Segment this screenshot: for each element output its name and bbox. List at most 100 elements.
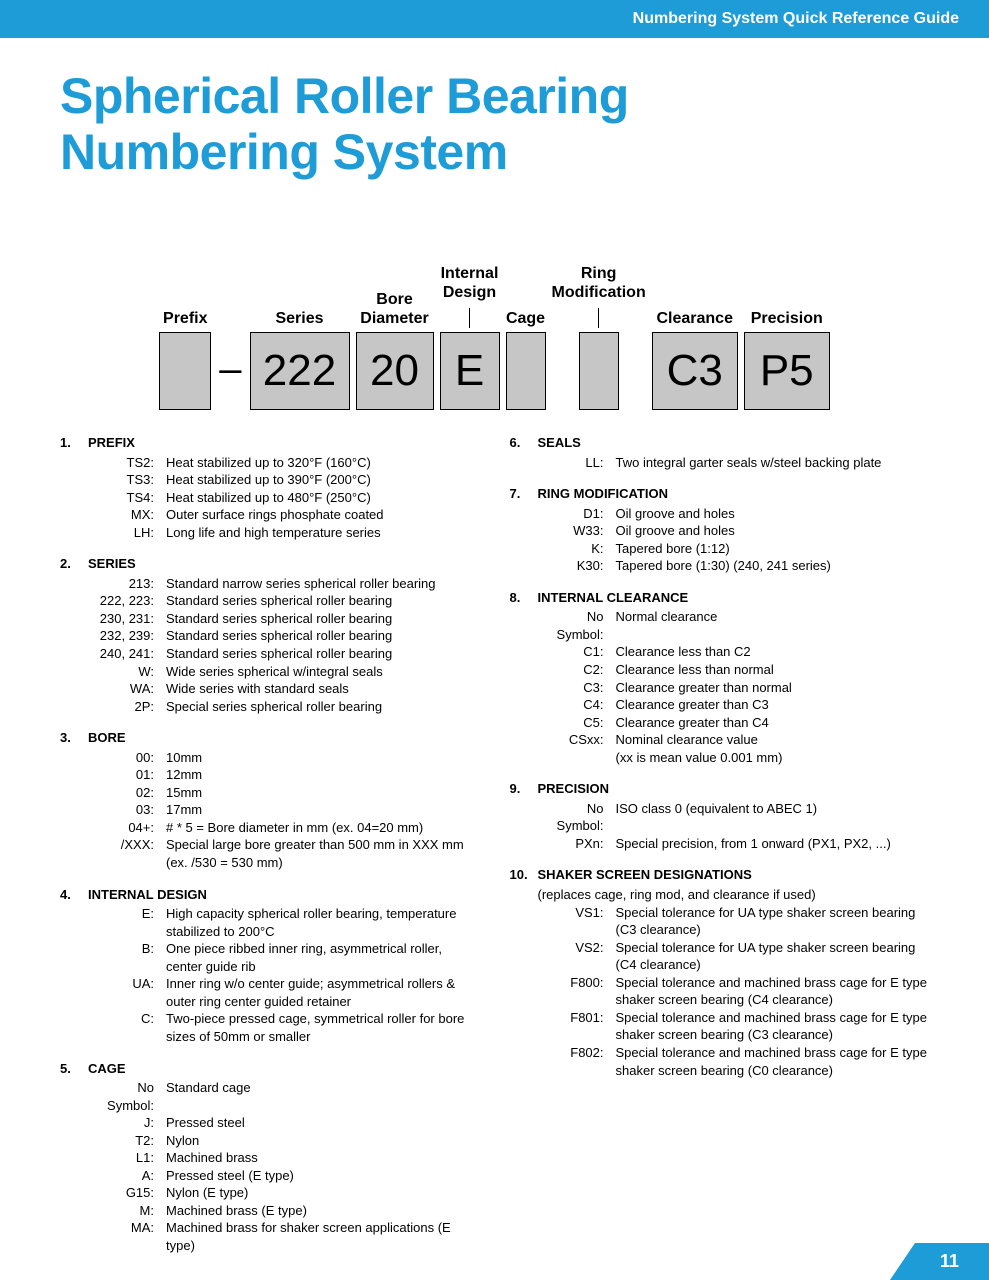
definition-row: W:Wide series spherical w/integral seals xyxy=(88,663,480,681)
definition-row: 2P:Special series spherical roller beari… xyxy=(88,698,480,716)
definition-desc: Clearance less than C2 xyxy=(616,643,930,661)
definition-row: W33:Oil groove and holes xyxy=(538,522,930,540)
definition-code: 222, 223: xyxy=(88,592,166,610)
slot-label: RingModification xyxy=(552,230,646,306)
slot-box: 222 xyxy=(250,332,350,410)
definition-code: 213: xyxy=(88,575,166,593)
definition-row: 00:10mm xyxy=(88,749,480,767)
definition-desc: 15mm xyxy=(166,784,480,802)
definition-desc: Long life and high temperature series xyxy=(166,524,480,542)
slot-box: C3 xyxy=(652,332,738,410)
definition-code: LL: xyxy=(538,454,616,472)
slot-box: E xyxy=(440,332,500,410)
slot-box: 20 xyxy=(356,332,434,410)
definition-desc: Standard series spherical roller bearing xyxy=(166,592,480,610)
numbering-diagram: Prefix–Series222BoreDiameter20InternalDe… xyxy=(0,190,989,420)
definition-desc: Special tolerance and machined brass cag… xyxy=(616,1009,930,1044)
diagram-slot: BoreDiameter20 xyxy=(356,290,434,410)
definition-desc: Oil groove and holes xyxy=(616,522,930,540)
definition-desc: Nylon (E type) xyxy=(166,1184,480,1202)
section-body: TS2:Heat stabilized up to 320°F (160°C)T… xyxy=(60,454,480,542)
definition-code: No Symbol: xyxy=(88,1079,166,1114)
definition-code: W: xyxy=(88,663,166,681)
connector-line xyxy=(598,308,600,328)
definition-row: No Symbol:ISO class 0 (equivalent to ABE… xyxy=(538,800,930,835)
definition-row: TS4:Heat stabilized up to 480°F (250°C) xyxy=(88,489,480,507)
definition-desc: Tapered bore (1:12) xyxy=(616,540,930,558)
definition-row: 230, 231:Standard series spherical rolle… xyxy=(88,610,480,628)
definition-code: D1: xyxy=(538,505,616,523)
section-number: 1. xyxy=(60,434,88,452)
definition-code: UA: xyxy=(88,975,166,1010)
definition-desc: Pressed steel (E type) xyxy=(166,1167,480,1185)
slot-box: P5 xyxy=(744,332,830,410)
definition-code: C5: xyxy=(538,714,616,732)
definition-row: LL:Two integral garter seals w/steel bac… xyxy=(538,454,930,472)
definition-row: T2:Nylon xyxy=(88,1132,480,1150)
definition-desc: Heat stabilized up to 390°F (200°C) xyxy=(166,471,480,489)
definition-row: C4:Clearance greater than C3 xyxy=(538,696,930,714)
diagram-slot: PrecisionP5 xyxy=(744,290,830,410)
definition-desc: Outer surface rings phosphate coated xyxy=(166,506,480,524)
definition-section: 7.RING MODIFICATION D1:Oil groove and hol… xyxy=(510,485,930,575)
definition-code: E: xyxy=(88,905,166,940)
slot-label: Clearance xyxy=(656,290,733,332)
definition-code: L1: xyxy=(88,1149,166,1167)
section-heading: 3.BORE xyxy=(60,729,480,747)
section-heading: 7.RING MODIFICATION xyxy=(510,485,930,503)
definition-row: J:Pressed steel xyxy=(88,1114,480,1132)
definition-code: 230, 231: xyxy=(88,610,166,628)
definition-desc: Special tolerance for UA type shaker scr… xyxy=(616,904,930,939)
section-body: No Symbol:ISO class 0 (equivalent to ABE… xyxy=(510,800,930,853)
definition-desc: 17mm xyxy=(166,801,480,819)
definition-desc: Oil groove and holes xyxy=(616,505,930,523)
definition-code: 00: xyxy=(88,749,166,767)
section-number: 3. xyxy=(60,729,88,747)
definition-desc: Nylon xyxy=(166,1132,480,1150)
header-bar: Numbering System Quick Reference Guide xyxy=(0,0,989,38)
section-note: (replaces cage, ring mod, and clearance … xyxy=(510,886,930,904)
definition-row: 240, 241:Standard series spherical rolle… xyxy=(88,645,480,663)
definition-desc: Special tolerance and machined brass cag… xyxy=(616,1044,930,1079)
definition-section: 4.INTERNAL DESIGNE:High capacity spheric… xyxy=(60,886,480,1046)
right-column: 6.SEALSLL:Two integral garter seals w/st… xyxy=(510,434,930,1269)
definition-code: C1: xyxy=(538,643,616,661)
definition-code: F801: xyxy=(538,1009,616,1044)
definition-code: F802: xyxy=(538,1044,616,1079)
definition-code: MX: xyxy=(88,506,166,524)
left-column: 1.PREFIX TS2:Heat stabilized up to 320°F … xyxy=(60,434,480,1269)
definition-code: C2: xyxy=(538,661,616,679)
definition-code: C: xyxy=(88,1010,166,1045)
section-heading: 5.CAGE xyxy=(60,1060,480,1078)
definition-code: F800: xyxy=(538,974,616,1009)
definition-desc: Machined brass for shaker screen applica… xyxy=(166,1219,480,1254)
section-number: 7. xyxy=(510,485,538,503)
diagram-slot: InternalDesignE xyxy=(440,230,500,410)
definition-desc: Wide series spherical w/integral seals xyxy=(166,663,480,681)
definition-row: MA:Machined brass for shaker screen appl… xyxy=(88,1219,480,1254)
definition-code: J: xyxy=(88,1114,166,1132)
definition-row: E:High capacity spherical roller bearing… xyxy=(88,905,480,940)
section-heading: 1.PREFIX xyxy=(60,434,480,452)
definition-row: C5:Clearance greater than C4 xyxy=(538,714,930,732)
definition-row: (xx is mean value 0.001 mm) xyxy=(538,749,930,767)
definition-row: TS3:Heat stabilized up to 390°F (200°C) xyxy=(88,471,480,489)
diagram-slot: ClearanceC3 xyxy=(652,290,738,410)
definition-code: 232, 239: xyxy=(88,627,166,645)
definition-code: G15: xyxy=(88,1184,166,1202)
slot-box xyxy=(506,332,546,410)
definition-row: 02:15mm xyxy=(88,784,480,802)
slot-label: BoreDiameter xyxy=(360,290,428,332)
diagram-slot: Cage xyxy=(506,290,546,410)
section-body: 00:10mm01:12mm02:15mm03:17mm04+:# * 5 = … xyxy=(60,749,480,872)
definition-row: No Symbol:Normal clearance xyxy=(538,608,930,643)
definition-desc: Special tolerance and machined brass cag… xyxy=(616,974,930,1009)
section-number: 6. xyxy=(510,434,538,452)
definitions-columns: 1.PREFIX TS2:Heat stabilized up to 320°F … xyxy=(0,434,989,1269)
definition-desc: 12mm xyxy=(166,766,480,784)
definition-code: 01: xyxy=(88,766,166,784)
definition-row: C3:Clearance greater than normal xyxy=(538,679,930,697)
slot-box xyxy=(579,332,619,410)
definition-row: LH:Long life and high temperature series xyxy=(88,524,480,542)
definition-row: 01:12mm xyxy=(88,766,480,784)
